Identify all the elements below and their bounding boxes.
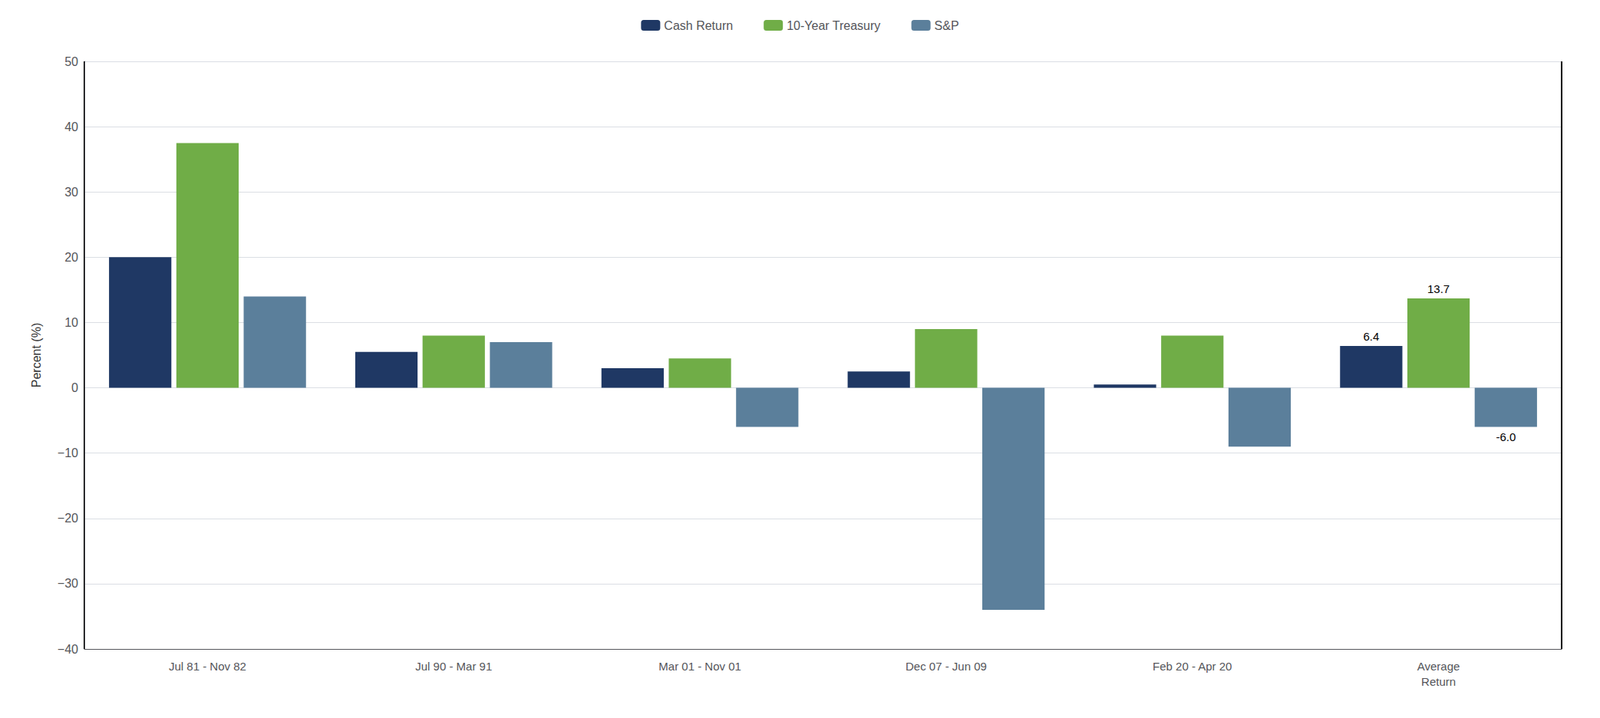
svg-text:13.7: 13.7 [1427,282,1450,296]
svg-text:Jul 90 - Mar 91: Jul 90 - Mar 91 [415,659,492,673]
svg-text:20: 20 [64,250,79,264]
svg-text:Return: Return [1421,675,1456,689]
svg-text:Mar 01 - Nov 01: Mar 01 - Nov 01 [658,659,742,673]
svg-text:50: 50 [64,55,79,69]
svg-text:40: 40 [64,120,79,134]
svg-text:-6.0: -6.0 [1495,430,1516,444]
svg-text:S&P: S&P [934,19,960,33]
svg-text:6.4: 6.4 [1362,329,1379,344]
svg-text:−10: −10 [57,446,79,460]
svg-text:Percent (%): Percent (%) [29,323,43,388]
svg-text:Cash Return: Cash Return [663,19,733,33]
svg-text:30: 30 [64,185,79,199]
svg-text:Average: Average [1417,659,1461,673]
svg-text:Jul 81 - Nov 82: Jul 81 - Nov 82 [168,659,247,673]
svg-text:0: 0 [71,381,79,395]
svg-text:−40: −40 [57,643,79,657]
svg-text:−30: −30 [57,577,79,591]
svg-text:Feb 20 - Apr 20: Feb 20 - Apr 20 [1152,659,1232,673]
svg-text:−20: −20 [57,511,79,525]
svg-text:10: 10 [64,316,79,330]
svg-text:10-Year Treasury: 10-Year Treasury [786,19,881,33]
svg-text:Dec 07 - Jun 09: Dec 07 - Jun 09 [905,659,987,673]
